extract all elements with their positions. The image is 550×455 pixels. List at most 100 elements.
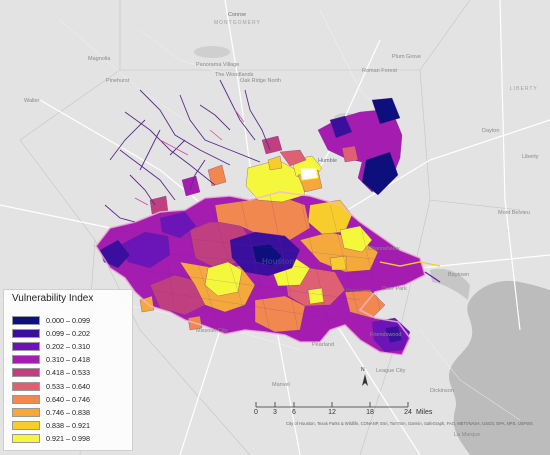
vulnerability-tracts[interactable] bbox=[95, 97, 426, 356]
map-attribution: City of Houston, Texas Parks & Wildlife,… bbox=[286, 421, 533, 426]
tract-region[interactable] bbox=[329, 255, 347, 271]
tract-region[interactable] bbox=[207, 164, 227, 187]
legend-item: 0.921 – 0.998 bbox=[12, 433, 90, 445]
place-label: Panorama Village bbox=[196, 62, 239, 68]
place-labels: Conroe MONTGOMERY Plum Grove Magnolia Pa… bbox=[24, 12, 539, 438]
legend-swatch bbox=[12, 434, 40, 444]
tract-region[interactable] bbox=[245, 159, 306, 203]
tract-region[interactable] bbox=[254, 295, 306, 333]
legend-swatch bbox=[12, 328, 40, 338]
legend-swatch bbox=[12, 381, 40, 391]
place-label: MONTGOMERY bbox=[214, 20, 261, 26]
legend: Vulnerability Index 0.000 – 0.099 0.099 –… bbox=[3, 289, 133, 451]
tract-region[interactable] bbox=[159, 211, 197, 239]
scale-tick-label: 6 bbox=[292, 409, 296, 416]
east-corridor bbox=[424, 271, 441, 283]
lake-conroe bbox=[194, 46, 230, 58]
legend-label: 0.640 – 0.746 bbox=[46, 394, 90, 404]
place-label: Houston bbox=[262, 257, 295, 266]
place-label: Conroe bbox=[228, 12, 246, 18]
legend-label: 0.000 – 0.099 bbox=[46, 315, 90, 325]
scale-tick-label: 24 bbox=[404, 409, 412, 416]
tract-region[interactable] bbox=[339, 225, 373, 253]
place-label: Pinehurst bbox=[106, 78, 130, 84]
place-label: La Marque bbox=[454, 432, 480, 438]
tract-region[interactable] bbox=[329, 115, 353, 139]
tract-region[interactable] bbox=[384, 325, 403, 344]
place-label: Manvel bbox=[272, 382, 290, 388]
legend-label: 0.099 – 0.202 bbox=[46, 328, 90, 338]
legend-label: 0.202 – 0.310 bbox=[46, 341, 90, 351]
tract-region[interactable] bbox=[307, 287, 325, 305]
legend-title: Vulnerability Index bbox=[12, 293, 94, 304]
place-label: Mont Belvieu bbox=[498, 210, 530, 216]
legend-label: 0.533 – 0.640 bbox=[46, 381, 90, 391]
legend-item: 0.310 – 0.418 bbox=[12, 354, 90, 366]
scale-tick-label: 12 bbox=[328, 409, 336, 416]
legend-item: 0.099 – 0.202 bbox=[12, 327, 90, 339]
legend-swatch bbox=[12, 315, 40, 325]
bay-inlet bbox=[430, 268, 470, 300]
legend-swatch bbox=[12, 355, 40, 365]
legend-item: 0.746 – 0.838 bbox=[12, 406, 90, 418]
legend-label: 0.418 – 0.533 bbox=[46, 368, 90, 378]
tract-region[interactable] bbox=[119, 231, 171, 269]
place-label: Waller bbox=[24, 98, 40, 104]
place-label: Humble bbox=[318, 158, 337, 164]
tract-region[interactable] bbox=[267, 155, 283, 171]
tract-region[interactable] bbox=[299, 167, 319, 181]
ship-channel-corridor bbox=[379, 261, 441, 267]
scale-tick-label: 18 bbox=[366, 409, 374, 416]
legend-label: 0.746 – 0.838 bbox=[46, 407, 90, 417]
place-label: Friendswood bbox=[370, 332, 402, 338]
legend-swatch bbox=[12, 421, 40, 431]
place-label: Channelview bbox=[368, 246, 400, 252]
place-label: Roman Forest bbox=[362, 68, 397, 74]
place-label: Pearland bbox=[312, 342, 334, 348]
tract-region[interactable] bbox=[371, 97, 401, 125]
place-label: Pasadena bbox=[346, 288, 372, 294]
tract-mesh bbox=[109, 193, 401, 341]
legend-item: 0.533 – 0.640 bbox=[12, 380, 90, 392]
legend-item: 0.000 – 0.099 bbox=[12, 314, 90, 326]
tract-region[interactable] bbox=[279, 149, 307, 167]
legend-swatch bbox=[12, 368, 40, 378]
legend-label: 0.310 – 0.418 bbox=[46, 355, 90, 365]
tract-region[interactable] bbox=[99, 239, 131, 269]
tract-region[interactable] bbox=[361, 151, 399, 196]
place-label: League City bbox=[376, 368, 406, 374]
scale-tick-label: 3 bbox=[273, 409, 277, 416]
legend-item: 0.418 – 0.533 bbox=[12, 367, 90, 379]
scale-bar-graphic bbox=[255, 402, 409, 408]
place-label: Plum Grove bbox=[392, 54, 421, 60]
tract-region[interactable] bbox=[261, 135, 283, 155]
tract-outline bbox=[95, 191, 426, 356]
place-label: LIBERTY bbox=[510, 86, 538, 92]
legend-swatch bbox=[12, 407, 40, 417]
place-label: Oak Ridge North bbox=[240, 78, 281, 84]
tract-corridors-pink bbox=[134, 109, 245, 206]
north-arrow-icon bbox=[362, 374, 368, 386]
scale-bar: 0 3 6 12 18 24 Miles bbox=[248, 400, 448, 422]
legend-label: 0.921 – 0.998 bbox=[46, 434, 90, 444]
place-label: Baytown bbox=[448, 272, 469, 278]
tract-corridors bbox=[104, 79, 271, 223]
tract-region[interactable] bbox=[251, 243, 283, 267]
legend-swatch bbox=[12, 341, 40, 351]
place-label: Magnolia bbox=[88, 56, 111, 62]
galveston-bay bbox=[448, 280, 550, 455]
place-label: Missouri City bbox=[196, 328, 228, 334]
place-label: Deer Park bbox=[382, 286, 407, 292]
legend-item: 0.838 – 0.921 bbox=[12, 420, 90, 432]
place-label: Liberty bbox=[522, 154, 539, 160]
legend-label: 0.838 – 0.921 bbox=[46, 421, 90, 431]
legend-item: 0.640 – 0.746 bbox=[12, 393, 90, 405]
scale-unit: Miles bbox=[416, 409, 433, 416]
scale-tick-label: 0 bbox=[254, 409, 258, 416]
legend-item: 0.202 – 0.310 bbox=[12, 340, 90, 352]
place-label: Dayton bbox=[482, 128, 499, 134]
north-label: N bbox=[361, 367, 365, 373]
tract-region[interactable] bbox=[341, 145, 359, 163]
legend-swatch bbox=[12, 394, 40, 404]
